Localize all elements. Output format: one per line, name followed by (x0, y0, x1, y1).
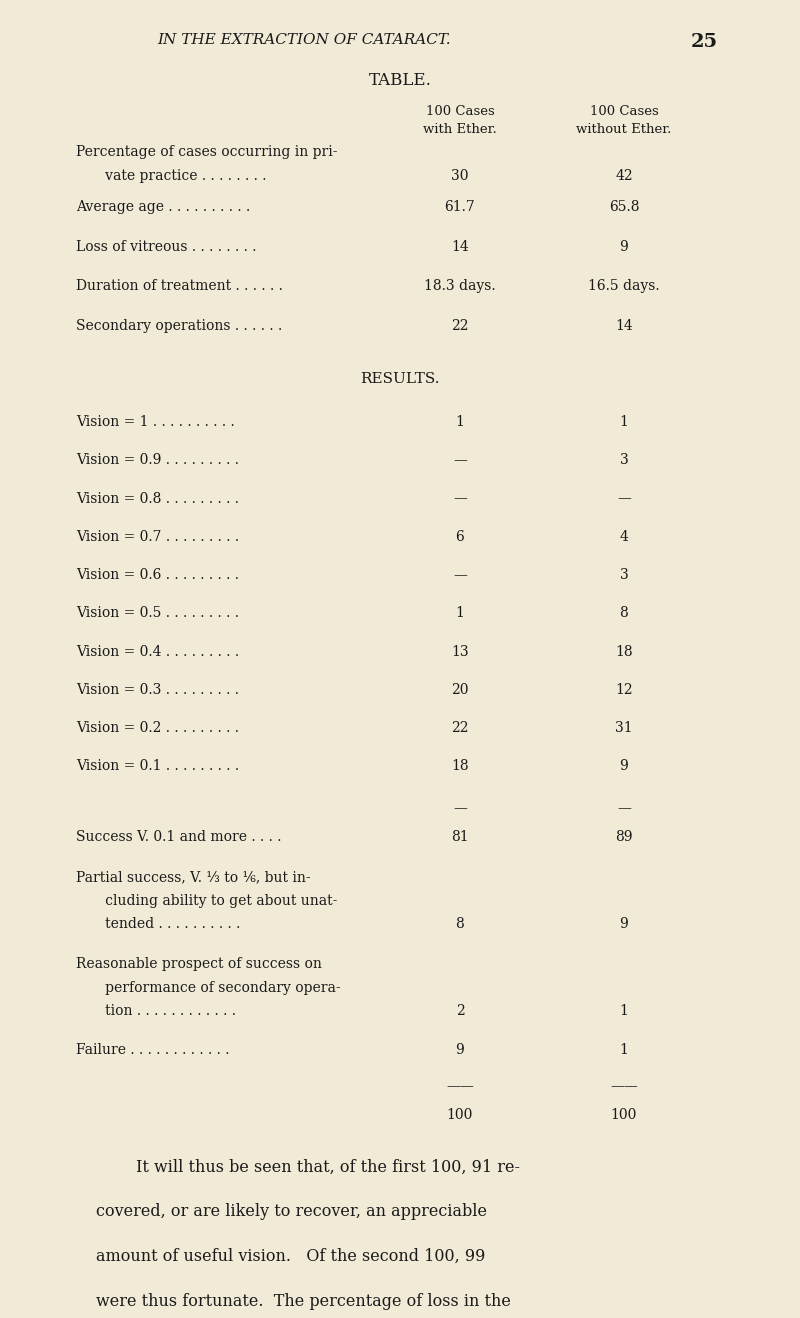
Text: 30: 30 (451, 169, 469, 183)
Text: Vision = 0.4 . . . . . . . . .: Vision = 0.4 . . . . . . . . . (76, 645, 239, 659)
Text: —: — (453, 492, 467, 506)
Text: vate practice . . . . . . . .: vate practice . . . . . . . . (92, 169, 266, 183)
Text: Loss of vitreous . . . . . . . .: Loss of vitreous . . . . . . . . (76, 240, 257, 254)
Text: with Ether.: with Ether. (423, 123, 497, 136)
Text: 61.7: 61.7 (445, 200, 475, 215)
Text: 6: 6 (456, 530, 464, 544)
Text: 18: 18 (451, 759, 469, 774)
Text: 18.3 days.: 18.3 days. (424, 279, 496, 294)
Text: 1: 1 (619, 1004, 629, 1019)
Text: tended . . . . . . . . . .: tended . . . . . . . . . . (92, 917, 240, 932)
Text: 8: 8 (620, 606, 628, 621)
Text: Failure . . . . . . . . . . . .: Failure . . . . . . . . . . . . (76, 1043, 230, 1057)
Text: 31: 31 (615, 721, 633, 735)
Text: —: — (453, 568, 467, 583)
Text: were thus fortunate.  The percentage of loss in the: were thus fortunate. The percentage of l… (96, 1293, 511, 1310)
Text: 89: 89 (615, 830, 633, 845)
Text: 1: 1 (455, 415, 465, 430)
Text: Reasonable prospect of success on: Reasonable prospect of success on (76, 957, 322, 971)
Text: 81: 81 (451, 830, 469, 845)
Text: RESULTS.: RESULTS. (360, 372, 440, 386)
Text: Secondary operations . . . . . .: Secondary operations . . . . . . (76, 319, 282, 333)
Text: 3: 3 (620, 568, 628, 583)
Text: Vision = 0.5 . . . . . . . . .: Vision = 0.5 . . . . . . . . . (76, 606, 239, 621)
Text: Vision = 0.7 . . . . . . . . .: Vision = 0.7 . . . . . . . . . (76, 530, 239, 544)
Text: 42: 42 (615, 169, 633, 183)
Text: 100: 100 (611, 1108, 637, 1123)
Text: —: — (617, 492, 631, 506)
Text: 14: 14 (451, 240, 469, 254)
Text: amount of useful vision.   Of the second 100, 99: amount of useful vision. Of the second 1… (96, 1248, 486, 1265)
Text: 1: 1 (455, 606, 465, 621)
Text: 14: 14 (615, 319, 633, 333)
Text: 2: 2 (456, 1004, 464, 1019)
Text: 16.5 days.: 16.5 days. (588, 279, 660, 294)
Text: ——: —— (610, 1079, 638, 1094)
Text: performance of secondary opera-: performance of secondary opera- (92, 981, 341, 995)
Text: 9: 9 (456, 1043, 464, 1057)
Text: 3: 3 (620, 453, 628, 468)
Text: Vision = 0.9 . . . . . . . . .: Vision = 0.9 . . . . . . . . . (76, 453, 239, 468)
Text: 20: 20 (451, 683, 469, 697)
Text: Vision = 1 . . . . . . . . . .: Vision = 1 . . . . . . . . . . (76, 415, 234, 430)
Text: 100 Cases: 100 Cases (590, 105, 658, 119)
Text: 1: 1 (619, 1043, 629, 1057)
Text: Percentage of cases occurring in pri-: Percentage of cases occurring in pri- (76, 145, 338, 159)
Text: Vision = 0.6 . . . . . . . . .: Vision = 0.6 . . . . . . . . . (76, 568, 239, 583)
Text: Success V. 0.1 and more . . . .: Success V. 0.1 and more . . . . (76, 830, 282, 845)
Text: It will thus be seen that, of the first 100, 91 re-: It will thus be seen that, of the first … (136, 1159, 520, 1176)
Text: Vision = 0.2 . . . . . . . . .: Vision = 0.2 . . . . . . . . . (76, 721, 239, 735)
Text: tion . . . . . . . . . . . .: tion . . . . . . . . . . . . (92, 1004, 236, 1019)
Text: 1: 1 (619, 415, 629, 430)
Text: 9: 9 (620, 917, 628, 932)
Text: —: — (453, 453, 467, 468)
Text: without Ether.: without Ether. (576, 123, 672, 136)
Text: 25: 25 (690, 33, 718, 51)
Text: 4: 4 (619, 530, 629, 544)
Text: Vision = 0.3 . . . . . . . . .: Vision = 0.3 . . . . . . . . . (76, 683, 239, 697)
Text: Average age . . . . . . . . . .: Average age . . . . . . . . . . (76, 200, 250, 215)
Text: 9: 9 (620, 759, 628, 774)
Text: 9: 9 (620, 240, 628, 254)
Text: covered, or are likely to recover, an appreciable: covered, or are likely to recover, an ap… (96, 1203, 487, 1220)
Text: 22: 22 (451, 721, 469, 735)
Text: ——: —— (446, 1079, 474, 1094)
Text: 12: 12 (615, 683, 633, 697)
Text: —: — (617, 801, 631, 816)
Text: Vision = 0.1 . . . . . . . . .: Vision = 0.1 . . . . . . . . . (76, 759, 239, 774)
Text: cluding ability to get about unat-: cluding ability to get about unat- (92, 894, 338, 908)
Text: IN THE EXTRACTION OF CATARACT.: IN THE EXTRACTION OF CATARACT. (157, 33, 451, 47)
Text: 100: 100 (447, 1108, 473, 1123)
Text: Duration of treatment . . . . . .: Duration of treatment . . . . . . (76, 279, 283, 294)
Text: Partial success, V. ⅓ to ⅙, but in-: Partial success, V. ⅓ to ⅙, but in- (76, 870, 310, 884)
Text: 13: 13 (451, 645, 469, 659)
Text: TABLE.: TABLE. (369, 72, 431, 90)
Text: 22: 22 (451, 319, 469, 333)
Text: 18: 18 (615, 645, 633, 659)
Text: 100 Cases: 100 Cases (426, 105, 494, 119)
Text: 8: 8 (456, 917, 464, 932)
Text: —: — (453, 801, 467, 816)
Text: Vision = 0.8 . . . . . . . . .: Vision = 0.8 . . . . . . . . . (76, 492, 239, 506)
Text: 65.8: 65.8 (609, 200, 639, 215)
